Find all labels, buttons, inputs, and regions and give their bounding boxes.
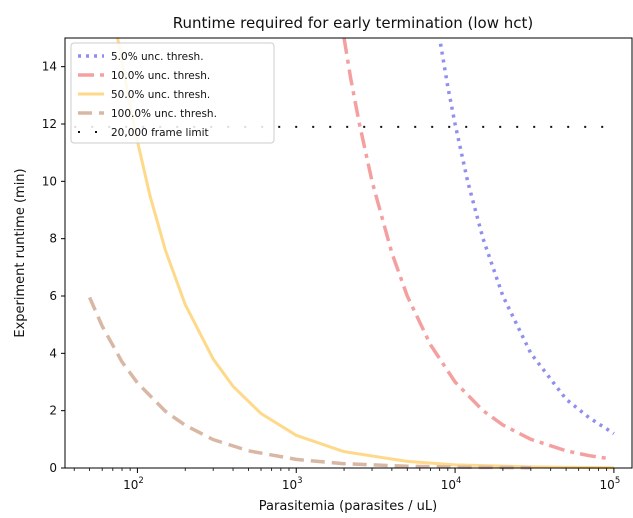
y-tick-label: 14 xyxy=(42,60,57,74)
x-axis-label: Parasitemia (parasites / uL) xyxy=(259,499,437,514)
series-line-1 xyxy=(342,37,611,461)
chart-title: Runtime required for early termination (… xyxy=(173,14,534,32)
y-tick-label: 12 xyxy=(42,117,57,131)
x-tick-label: 102 xyxy=(123,476,144,492)
legend-label-1: 10.0% unc. thresh. xyxy=(111,70,210,82)
x-tick-label: 103 xyxy=(282,476,303,492)
legend-label-4: 20,000 frame limit xyxy=(111,127,209,139)
legend: 5.0% unc. thresh. 10.0% unc. thresh. 50.0%… xyxy=(70,42,275,144)
y-tick-label: 4 xyxy=(49,346,57,360)
legend-frame xyxy=(70,42,275,144)
series-line-3 xyxy=(87,296,531,470)
y-tick-label: 0 xyxy=(49,461,57,475)
y-axis-ticks: 0 2 4 6 8 10 12 14 xyxy=(42,60,65,475)
y-tick-label: 2 xyxy=(49,404,57,418)
y-axis-label: Experiment runtime (min) xyxy=(13,168,28,337)
legend-label-0: 5.0% unc. thresh. xyxy=(111,51,204,63)
plot-frame xyxy=(64,37,633,469)
legend-label-2: 50.0% unc. thresh. xyxy=(111,89,210,101)
legend-label-3: 100.0% unc. thresh. xyxy=(111,108,217,120)
x-tick-label: 104 xyxy=(441,476,462,492)
series-line-0 xyxy=(438,43,615,436)
y-tick-label: 8 xyxy=(49,232,57,246)
y-tick-label: 10 xyxy=(42,174,57,188)
x-axis-ticks: 102 103 104 105 xyxy=(73,468,621,492)
x-tick-label: 105 xyxy=(600,476,621,492)
y-tick-label: 6 xyxy=(49,289,57,303)
